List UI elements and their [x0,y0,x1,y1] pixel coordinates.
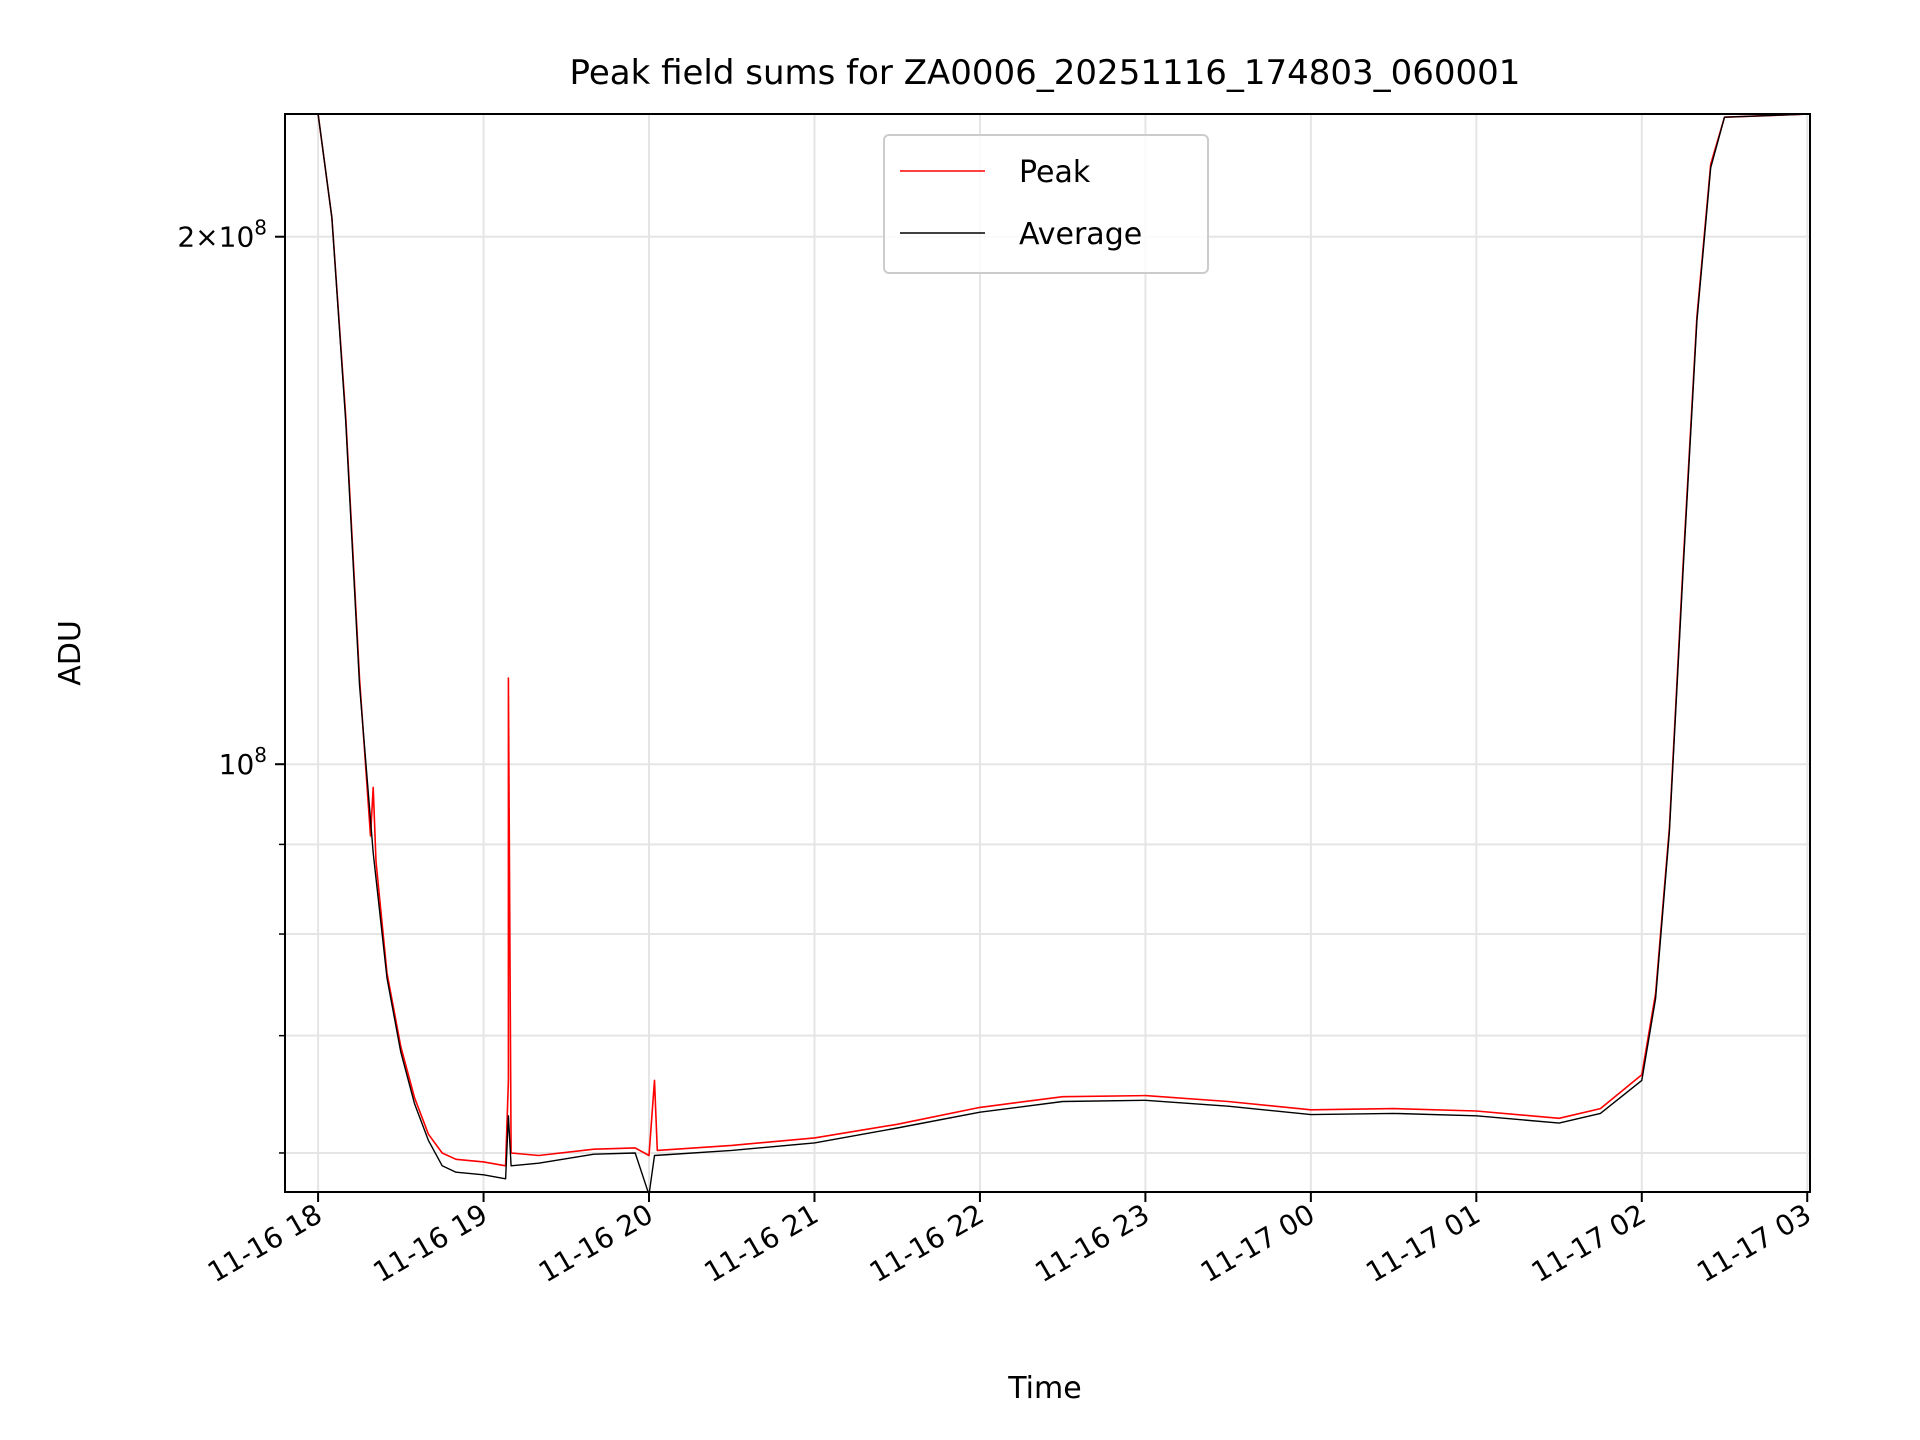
chart-title: Peak field sums for ZA0006_20251116_1748… [570,53,1521,93]
legend-label-peak: Peak [1019,155,1091,190]
series-lines [317,113,1811,1196]
grid [285,114,1810,1192]
legend: Peak Average [883,134,1209,274]
series-line-peak [317,113,1811,1167]
legend-label-average: Average [1019,217,1142,252]
plot-frame [284,113,1811,1193]
series-line-average [317,113,1811,1196]
y-tick-label: 2×108 [177,216,267,254]
y-axis-label: ADU [53,620,88,686]
legend-box [883,134,1209,274]
x-axis-label: Time [1007,1371,1081,1406]
